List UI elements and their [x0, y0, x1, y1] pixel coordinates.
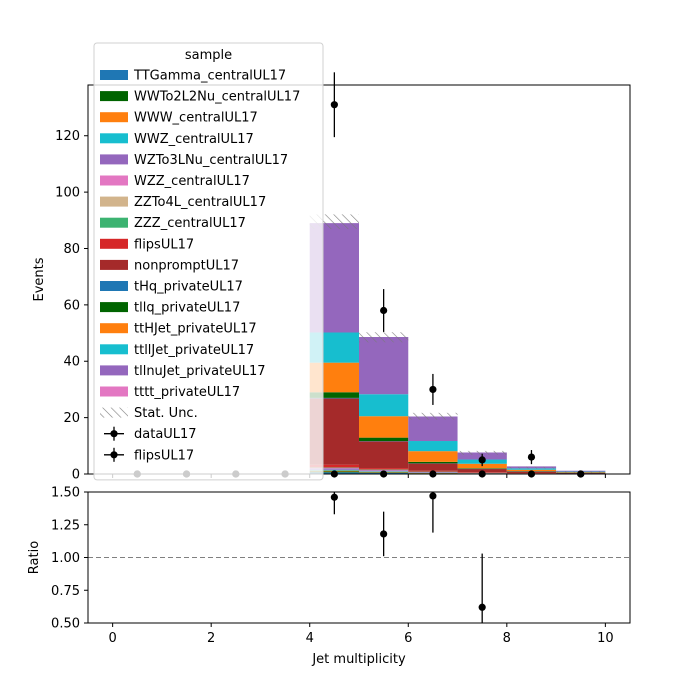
main-axes-frame: [87, 84, 631, 475]
ratio-point-3: [478, 603, 486, 611]
legend-label-2: WWW_centralUL17: [134, 111, 258, 126]
bar-tllnuJet_privateUL17-bin-1: [359, 337, 409, 395]
ratio-point-1: [380, 530, 388, 538]
legend-label-15: tttt_privateUL17: [134, 385, 240, 400]
bar-ttllJet_privateUL17-bin-1: [359, 394, 409, 417]
legend-swatch-tllq_privateUL17: [100, 302, 128, 313]
legend-label-0: TTGamma_centralUL17: [133, 69, 286, 84]
legend-label-7: ZZZ_centralUL17: [134, 216, 246, 231]
stat-unc-band-bin-2: [408, 412, 458, 420]
ratio-ytick-label-3: 1.25: [51, 518, 80, 533]
legend-title: sample: [185, 48, 232, 63]
legend: sample TTGamma_centralUL17 WWTo2L2Nu_centr…: [93, 42, 324, 481]
legend-swatch-tllnuJet_privateUL17: [100, 365, 128, 376]
legend-label-8: flipsUL17: [134, 237, 194, 252]
legend-label-18: flipsUL17: [134, 448, 194, 463]
legend-swatch-ZZZ_centralUL17: [100, 217, 128, 228]
main-ytick-label-0: 0: [72, 468, 80, 483]
legend-label-13: ttllJet_privateUL17: [134, 343, 254, 358]
main-ytick-label-4: 80: [63, 242, 80, 257]
point-dataUL17-6: [429, 385, 437, 394]
bar-nonpromptUL17-bin-1: [359, 441, 409, 469]
legend-swatch-WWW_centralUL17: [100, 112, 128, 123]
stat-unc-band-bin-4: [506, 466, 557, 469]
bar-tllq_privateUL17-bin-3: [457, 468, 507, 469]
bar-ttHJet_privateUL17-bin-2: [408, 451, 458, 462]
legend-label-17: dataUL17: [134, 427, 197, 442]
bar-WWZ_centralUL17-bin-0: [309, 469, 359, 471]
legend-swatch-WWTo2L2Nu_centralUL17: [100, 91, 128, 102]
legend-label-3: WWZ_centralUL17: [134, 132, 254, 147]
ratio-ylabel: Ratio: [27, 541, 42, 574]
bar-ttHJet_privateUL17-bin-1: [359, 416, 409, 438]
legend-swatch-WZZ_centralUL17: [100, 175, 128, 186]
legend-marker-flipsUL17: [110, 451, 118, 459]
legend-marker-dataUL17: [110, 430, 118, 438]
bar-tllq_privateUL17-bin-1: [359, 437, 409, 442]
ratio-xtick-label-1: 2: [207, 631, 215, 646]
legend-label-10: tHq_privateUL17: [134, 280, 243, 295]
ratio-ytick-label-1: 0.75: [51, 584, 80, 599]
bar-ttllJet_privateUL17-bin-4: [506, 468, 557, 470]
legend-label-12: ttHJet_privateUL17: [134, 322, 257, 337]
bar-nonpromptUL17-bin-2: [408, 463, 458, 471]
bar-tHq_privateUL17-bin-0: [309, 397, 359, 399]
point-dataUL17-8: [527, 453, 536, 461]
legend-swatch-stat-unc: [100, 407, 128, 418]
legend-swatch-tttt_privateUL17: [100, 386, 128, 397]
legend-swatch-ttHJet_privateUL17: [100, 323, 128, 334]
legend-label-11: tllq_privateUL17: [134, 301, 240, 316]
bar-tllq_privateUL17-bin-0: [309, 392, 359, 398]
legend-label-1: WWTo2L2Nu_centralUL17: [134, 90, 300, 105]
ratio-xtick-label-5: 10: [597, 631, 614, 646]
legend-box: [93, 42, 324, 481]
legend-swatch-nonpromptUL17: [100, 259, 128, 270]
bar-WZTo3LNu_centralUL17-bin-0: [309, 468, 359, 470]
main-ylabel: Events: [32, 257, 47, 301]
bar-tllnuJet_privateUL17-bin-2: [408, 416, 458, 442]
legend-swatch-TTGamma_centralUL17: [100, 70, 128, 80]
point-dataUL17-5: [380, 306, 388, 315]
legend-swatch-ZZTo4L_centralUL17: [100, 196, 128, 207]
main-ytick-label-5: 100: [55, 186, 80, 201]
main-ytick-label-6: 120: [55, 129, 80, 144]
legend-swatch-WWZ_centralUL17: [100, 133, 128, 144]
main-ytick-label-2: 40: [63, 355, 80, 370]
main-ytick-label-3: 60: [63, 298, 80, 313]
bar-flipsUL17-bin-1: [359, 468, 409, 470]
legend-swatch-WZTo3LNu_centralUL17: [100, 154, 128, 165]
ratio-ytick-label-0: 0.50: [51, 617, 80, 632]
legend-swatch-flipsUL17: [100, 238, 128, 249]
legend-swatch-tHq_privateUL17: [100, 281, 128, 291]
legend-label-6: ZZTo4L_centralUL17: [134, 195, 266, 210]
ratio-plot-panel: 0.50 0.75 1.00 1.25 1.50 0 2 4 6 8 10 Jet multiplic…: [27, 486, 631, 667]
legend-label-4: WZTo3LNu_centralUL17: [134, 153, 288, 168]
legend-label-9: nonpromptUL17: [134, 258, 239, 273]
point-dataUL17-7: [478, 456, 486, 464]
stat-unc-band-bin-3: [457, 450, 507, 455]
legend-label-5: WZZ_centralUL17: [134, 174, 250, 189]
point-dataUL17-4: [330, 101, 338, 109]
ratio-xtick-label-4: 8: [503, 631, 511, 646]
bar-ttllJet_privateUL17-bin-2: [408, 441, 458, 452]
stat-unc-band-bin-1: [359, 332, 409, 343]
ratio-ytick-label-2: 1.00: [51, 551, 80, 566]
legend-label-14: tllnuJet_privateUL17: [134, 364, 266, 379]
bar-flipsUL17-bin-0: [309, 464, 359, 468]
legend-label-16: Stat. Unc.: [134, 406, 198, 421]
ratio-xtick-label-2: 4: [306, 631, 314, 646]
ratio-point-0: [330, 493, 338, 501]
ratio-point-2: [429, 492, 437, 500]
main-plot-panel: 0 20 40 60 80 100 120 Events: [32, 72, 631, 483]
ratio-ytick-label-4: 1.50: [51, 486, 80, 501]
bar-tllq_privateUL17-bin-2: [408, 461, 458, 464]
ratio-xtick-label-0: 0: [108, 631, 116, 646]
ratio-xtick-label-3: 6: [404, 631, 412, 646]
legend-swatch-ttllJet_privateUL17: [100, 344, 128, 355]
main-ytick-label-1: 20: [63, 411, 80, 426]
ratio-xlabel: Jet multiplicity: [311, 652, 406, 667]
